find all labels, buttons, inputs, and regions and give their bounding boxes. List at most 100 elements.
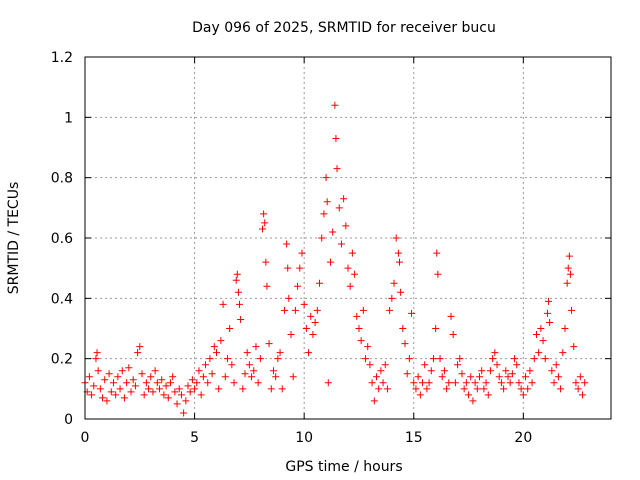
data-point bbox=[524, 385, 532, 393]
data-point bbox=[522, 373, 530, 381]
data-point bbox=[566, 270, 574, 278]
data-point bbox=[537, 325, 545, 332]
data-point bbox=[526, 367, 534, 375]
data-point bbox=[272, 373, 280, 381]
data-point bbox=[460, 385, 468, 393]
data-point bbox=[579, 391, 587, 399]
data-point bbox=[383, 385, 391, 393]
data-point bbox=[92, 355, 100, 363]
data-point bbox=[116, 385, 124, 393]
data-point bbox=[118, 367, 126, 375]
data-point bbox=[233, 270, 241, 278]
data-point bbox=[311, 318, 319, 326]
data-point bbox=[318, 234, 326, 242]
data-point bbox=[131, 382, 139, 390]
data-point bbox=[337, 240, 345, 248]
data-point bbox=[129, 376, 137, 384]
data-point bbox=[504, 373, 512, 381]
data-point bbox=[434, 270, 442, 278]
data-point bbox=[557, 385, 565, 393]
data-point bbox=[436, 355, 444, 363]
data-point bbox=[392, 234, 400, 242]
y-tick-label: 0.8 bbox=[51, 171, 73, 187]
data-point bbox=[259, 225, 267, 233]
data-point bbox=[515, 379, 523, 387]
data-point bbox=[114, 373, 122, 381]
data-point bbox=[283, 240, 291, 248]
x-tick-label: 15 bbox=[405, 430, 423, 446]
data-point bbox=[234, 288, 242, 296]
x-tick-label: 10 bbox=[295, 430, 313, 446]
data-point bbox=[265, 340, 273, 348]
data-point bbox=[195, 367, 203, 375]
data-point bbox=[440, 367, 448, 375]
data-point bbox=[93, 349, 101, 357]
data-point bbox=[564, 264, 572, 272]
data-point bbox=[332, 134, 340, 142]
data-point bbox=[493, 361, 501, 369]
data-point bbox=[451, 379, 459, 387]
data-point bbox=[511, 355, 519, 363]
data-point bbox=[182, 397, 190, 405]
data-point bbox=[351, 270, 359, 278]
y-tick-label: 1 bbox=[64, 110, 73, 126]
data-point bbox=[322, 174, 330, 182]
y-axis-label: SRMTID / TECUs bbox=[6, 182, 22, 295]
data-point bbox=[287, 331, 295, 339]
data-point bbox=[180, 409, 188, 417]
data-point bbox=[298, 249, 306, 257]
data-point bbox=[489, 355, 497, 363]
data-point bbox=[184, 382, 192, 390]
data-point bbox=[107, 388, 115, 396]
data-point bbox=[197, 391, 205, 399]
data-point bbox=[156, 385, 164, 393]
data-point bbox=[103, 397, 111, 405]
data-point bbox=[300, 300, 308, 308]
data-point bbox=[202, 361, 210, 369]
data-point bbox=[333, 165, 341, 173]
data-point bbox=[423, 385, 431, 393]
plot-frame bbox=[84, 56, 612, 420]
data-point bbox=[379, 379, 387, 387]
data-point bbox=[545, 297, 553, 305]
data-point bbox=[449, 331, 457, 339]
data-point bbox=[208, 370, 216, 378]
data-point bbox=[458, 370, 466, 378]
y-tick-label: 0.4 bbox=[51, 291, 73, 307]
data-point bbox=[260, 210, 268, 218]
data-point bbox=[217, 337, 225, 345]
data-point bbox=[204, 379, 212, 387]
data-point bbox=[399, 325, 407, 332]
data-point bbox=[237, 315, 245, 323]
data-point bbox=[342, 222, 350, 230]
data-point bbox=[269, 367, 277, 375]
data-point bbox=[559, 349, 567, 357]
data-point bbox=[88, 391, 96, 399]
data-point bbox=[414, 373, 422, 381]
data-point bbox=[289, 373, 297, 381]
y-tick-label: 0.2 bbox=[51, 352, 73, 368]
data-point bbox=[502, 367, 510, 375]
data-point bbox=[112, 391, 120, 399]
data-point bbox=[454, 361, 462, 369]
data-point bbox=[164, 394, 172, 402]
data-point bbox=[465, 391, 473, 399]
data-point bbox=[346, 282, 354, 290]
data-point bbox=[313, 306, 321, 314]
data-point bbox=[243, 349, 251, 357]
data-point bbox=[340, 195, 348, 203]
data-point bbox=[199, 373, 207, 381]
data-point bbox=[410, 379, 418, 387]
data-point bbox=[421, 361, 429, 369]
data-point bbox=[162, 382, 170, 390]
data-point bbox=[576, 373, 584, 381]
data-point bbox=[138, 370, 146, 378]
data-point bbox=[323, 198, 331, 206]
data-point bbox=[565, 252, 573, 260]
data-point bbox=[262, 258, 270, 266]
data-point bbox=[396, 258, 404, 266]
data-point bbox=[532, 331, 540, 339]
data-point bbox=[307, 312, 315, 320]
data-point bbox=[471, 379, 479, 387]
